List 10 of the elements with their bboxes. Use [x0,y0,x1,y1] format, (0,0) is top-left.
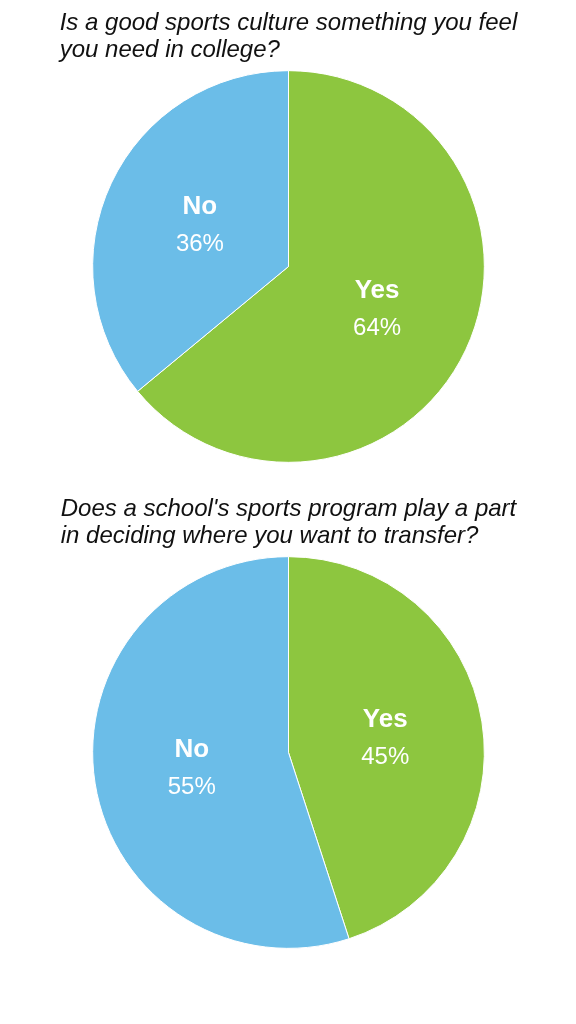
slice-label: Yes [354,273,400,304]
slice-label: No [174,733,210,764]
chart-title: Is a good sports culture something you feel you need in college? [57,7,518,62]
data-label: 64% [353,312,402,340]
data-label: 55% [167,772,216,800]
slice-label: Yes [362,702,408,733]
data-label: 45% [361,741,410,769]
slice-label: No [182,190,218,221]
data-label: 36% [175,229,224,257]
chart-title: Does a school's sports program play a part in deciding where you want to transfer? [60,493,518,548]
